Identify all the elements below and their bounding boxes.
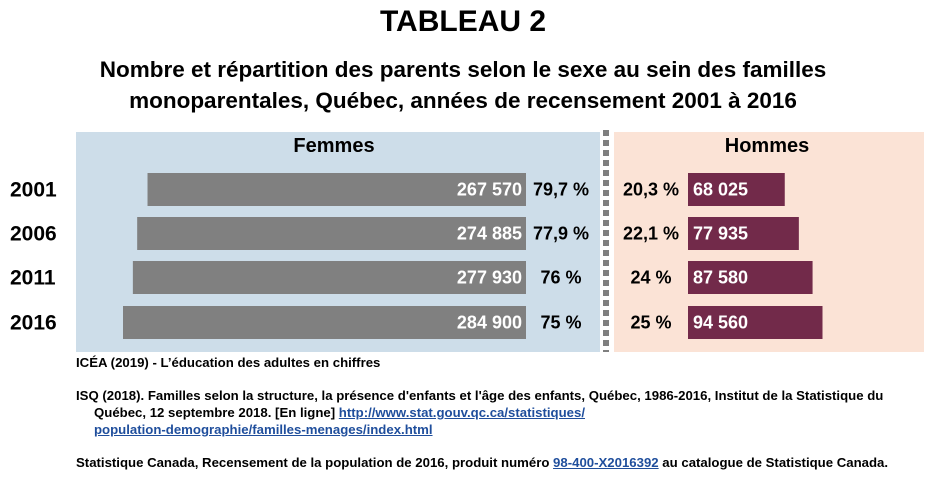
- category-label: 2011: [10, 267, 56, 290]
- category-label: 2016: [10, 312, 57, 335]
- percent-label-hommes: 20,3 %: [623, 180, 679, 200]
- percent-label-hommes: 24 %: [630, 268, 671, 288]
- chart-subtitle-line-1: Nombre et répartition des parents selon …: [99, 57, 827, 82]
- bar-chart: Femmes Hommes 2001 267 570 79,7 % 68 025 20,…: [10, 130, 924, 352]
- bar-femmes: [137, 217, 526, 250]
- percent-label-hommes: 25 %: [630, 313, 671, 333]
- percent-label-femmes: 79,7 %: [533, 180, 589, 200]
- category-label: 2006: [10, 223, 57, 246]
- source-icea: ICÉA (2019) - L’éducation des adultes en…: [76, 355, 381, 370]
- bar-femmes: [132, 261, 526, 294]
- chart-title: TABLEAU 2: [379, 5, 547, 38]
- source-statcan-text: Statistique Canada, Recensement de la po…: [76, 455, 554, 470]
- value-label-hommes: 94 560: [693, 313, 748, 333]
- chart-subtitle: Nombre et répartition des parents selon …: [0, 54, 926, 116]
- bar-hommes: [688, 261, 813, 294]
- bar-femmes: [147, 173, 526, 206]
- legend-hommes: Hommes: [725, 135, 809, 157]
- bar-femmes: [123, 306, 526, 339]
- source-isq-link-part-1[interactable]: http://www.stat.gouv.qc.ca/statistiques/: [338, 405, 585, 420]
- value-label-femmes: 274 885: [457, 224, 522, 244]
- value-label-hommes: 68 025: [693, 180, 748, 200]
- value-label-femmes: 284 900: [457, 313, 522, 333]
- value-label-hommes: 87 580: [693, 268, 748, 288]
- category-label: 2001: [10, 179, 57, 202]
- percent-label-femmes: 75 %: [540, 313, 581, 333]
- source-statcan-text-end: au catalogue de Statistique Canada.: [658, 455, 889, 470]
- source-isq-link-part-2[interactable]: population-demographie/familles-menages/…: [94, 422, 433, 437]
- bar-hommes: [688, 306, 823, 339]
- value-label-femmes: 277 930: [457, 268, 522, 288]
- source-isq-text: ISQ (2018). Familles selon la structure,…: [76, 388, 884, 420]
- value-label-femmes: 267 570: [457, 180, 522, 200]
- source-statcan-link[interactable]: 98-400-X2016392: [553, 455, 659, 470]
- source-statcan: Statistique Canada, Recensement de la po…: [76, 454, 888, 471]
- bar-hommes: [688, 217, 799, 250]
- source-isq: ISQ (2018). Familles selon la structure,…: [76, 387, 921, 438]
- value-label-hommes: 77 935: [693, 224, 748, 244]
- chart-subtitle-line-2: monoparentales, Québec, années de recens…: [129, 88, 797, 113]
- percent-label-femmes: 77,9 %: [533, 224, 589, 244]
- legend-femmes: Femmes: [293, 135, 374, 157]
- percent-label-femmes: 76 %: [540, 268, 581, 288]
- percent-label-hommes: 22,1 %: [623, 224, 679, 244]
- bar-hommes: [688, 173, 785, 206]
